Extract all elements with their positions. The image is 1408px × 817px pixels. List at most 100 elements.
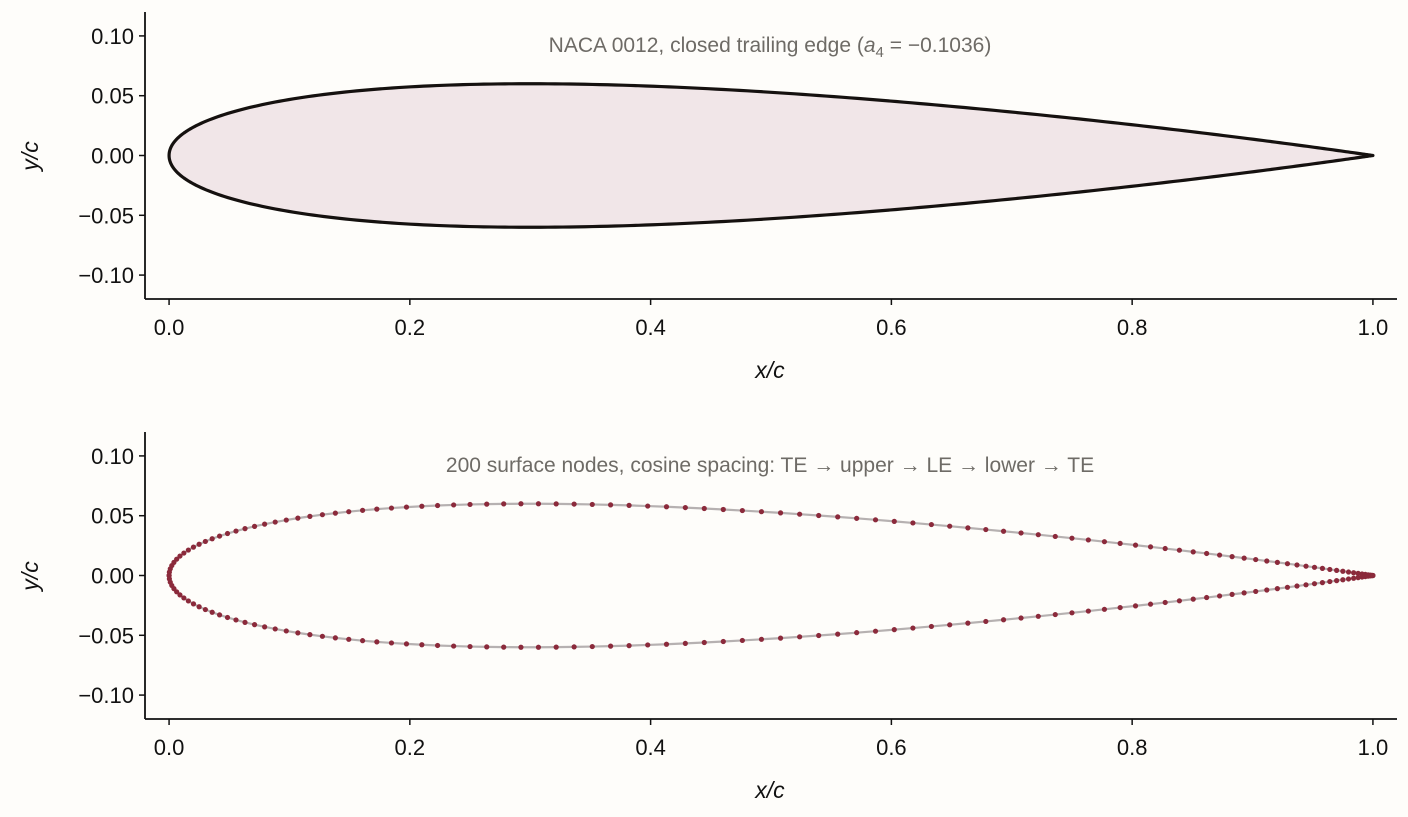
- airfoil-outline-panel: 0.0 0.2 0.4 0.6 0.8 1.0 0.10 0.05 0.00 −0.05 −0.10…: [17, 12, 1397, 383]
- y-tick-label: 0.10: [91, 444, 134, 469]
- surface-node: [434, 502, 441, 509]
- y-tick-label: 0.00: [91, 564, 134, 589]
- surface-node: [1069, 610, 1075, 616]
- surface-node: [319, 633, 326, 639]
- surface-node: [965, 620, 971, 626]
- surface-node: [403, 641, 410, 647]
- surface-node: [701, 639, 707, 646]
- surface-node: [1035, 613, 1041, 619]
- surface-node: [177, 592, 183, 598]
- surface-node: [1340, 568, 1346, 574]
- surface-node: [571, 501, 577, 507]
- surface-node: [251, 523, 258, 529]
- surface-node: [891, 518, 897, 524]
- surface-node: [185, 598, 191, 604]
- surface-node: [190, 544, 197, 550]
- surface-node: [1311, 581, 1318, 587]
- surface-node: [295, 630, 301, 636]
- surface-node: [1345, 576, 1352, 582]
- surface-node: [1132, 542, 1139, 548]
- surface-node: [1204, 550, 1210, 557]
- surface-node: [608, 643, 614, 649]
- surface-node: [1334, 567, 1340, 573]
- surface-node: [233, 528, 239, 534]
- y-tick-label: 0.10: [91, 24, 134, 49]
- surface-node: [608, 502, 614, 508]
- surface-node: [797, 634, 803, 640]
- surface-nodes-panel: 0.0 0.2 0.4 0.6 0.8 1.0 0.10 0.05 0.00 −0.05 −0.10…: [17, 432, 1397, 803]
- surface-node: [626, 643, 632, 649]
- surface-node: [1176, 547, 1183, 553]
- surface-node: [1085, 537, 1091, 543]
- surface-node: [1327, 578, 1333, 585]
- surface-node: [209, 536, 215, 542]
- surface-node: [854, 515, 860, 521]
- y-axis-label: y/c: [17, 561, 43, 593]
- surface-node: [518, 644, 524, 650]
- surface-node: [1190, 549, 1196, 555]
- surface-node: [332, 510, 338, 516]
- surface-node: [872, 517, 879, 523]
- chart-title-prefix: NACA 0012, closed trailing edge (: [549, 34, 864, 57]
- surface-node: [233, 617, 239, 623]
- surface-node: [589, 643, 595, 650]
- surface-node: [682, 504, 688, 511]
- surface-node: [202, 606, 208, 613]
- surface-node: [663, 641, 670, 647]
- x-tick-label: 0.8: [1117, 315, 1148, 340]
- surface-polyline: [167, 502, 1374, 649]
- surface-node: [777, 510, 784, 516]
- surface-node: [185, 547, 191, 553]
- surface-node: [1229, 591, 1235, 598]
- surface-node: [1284, 561, 1291, 567]
- surface-node: [910, 520, 916, 526]
- surface-node: [947, 523, 953, 529]
- surface-node: [388, 640, 395, 646]
- surface-node: [1204, 594, 1210, 601]
- x-tick-label: 0.0: [154, 735, 185, 760]
- y-tick-label: −0.10: [78, 683, 134, 708]
- surface-node: [891, 627, 897, 633]
- surface-node: [1132, 603, 1139, 609]
- chart-title-rest: = −0.1036): [884, 34, 991, 57]
- surface-node: [283, 628, 289, 634]
- surface-node: [645, 503, 651, 509]
- x-tick-label: 0.2: [395, 315, 426, 340]
- surface-node: [1117, 540, 1123, 547]
- surface-node: [1303, 582, 1309, 588]
- plot-area: 0.0 0.2 0.4 0.6 0.8 1.0 0.10 0.05 0.00 −0.05 −0.10: [78, 12, 1397, 340]
- surface-node: [307, 632, 313, 638]
- surface-node: [1190, 596, 1196, 602]
- surface-node: [196, 604, 202, 610]
- surface-node: [535, 644, 542, 650]
- surface-node: [262, 521, 268, 527]
- surface-node: [388, 505, 395, 511]
- surface-node: [209, 609, 215, 615]
- surface-node: [720, 506, 726, 513]
- surface-node: [319, 512, 326, 518]
- surface-node: [1355, 570, 1361, 576]
- surface-node: [928, 521, 935, 528]
- chart-title: NACA 0012, closed trailing edge (a4 = −0…: [549, 34, 992, 61]
- surface-node: [262, 624, 268, 630]
- surface-node: [1052, 611, 1058, 618]
- surface-node: [739, 507, 745, 514]
- surface-node: [1101, 606, 1108, 612]
- surface-node: [1216, 593, 1223, 599]
- surface-node: [224, 614, 231, 621]
- surface-node: [1147, 544, 1154, 550]
- surface-node: [1018, 615, 1024, 621]
- surface-node: [359, 507, 366, 513]
- surface-node: [359, 638, 366, 644]
- surface-node: [1274, 559, 1280, 565]
- surface-node: [283, 517, 289, 523]
- surface-node: [177, 553, 183, 559]
- surface-node: [1284, 584, 1291, 590]
- surface-node: [1176, 598, 1183, 604]
- surface-node: [835, 631, 841, 637]
- y-tick-label: −0.05: [78, 623, 134, 648]
- surface-node: [451, 502, 457, 508]
- surface-node: [1000, 528, 1007, 534]
- surface-node: [910, 625, 916, 631]
- x-tick-label: 0.6: [876, 735, 907, 760]
